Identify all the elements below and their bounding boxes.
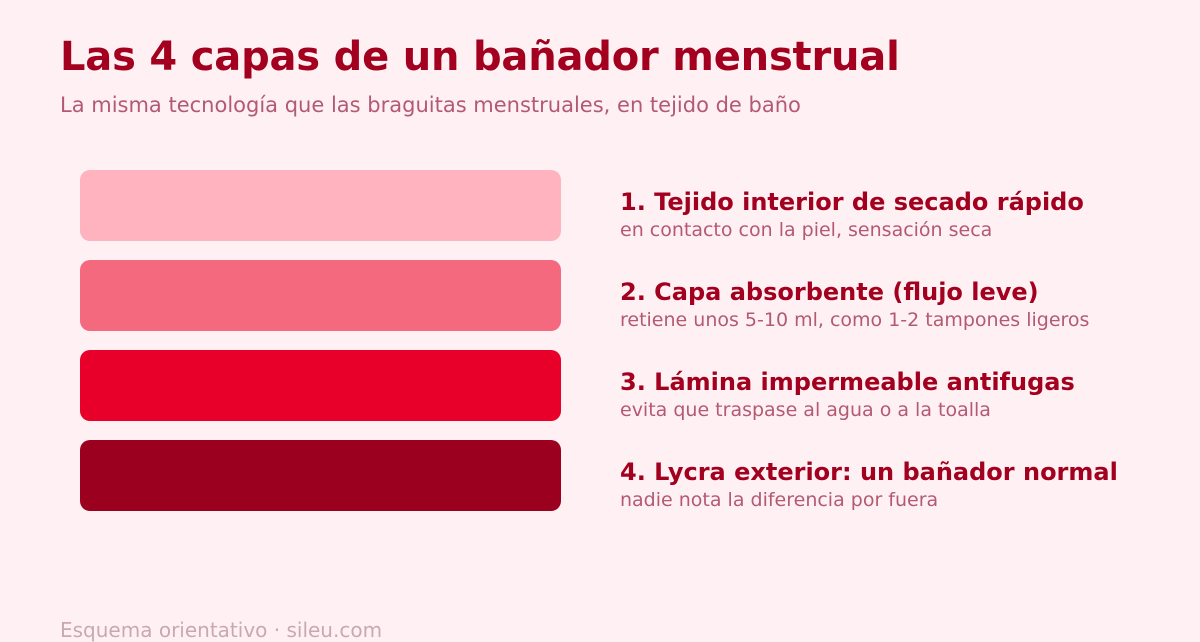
- layer-info-4: 4. Lycra exterior: un bañador normal nad…: [620, 457, 1180, 513]
- layer-label: 2. Capa absorbente (flujo leve): [620, 278, 1039, 306]
- layer-info-2: 2. Capa absorbente (flujo leve) retiene …: [620, 277, 1180, 333]
- layer-bar-2: [80, 260, 561, 331]
- page-subtitle: La misma tecnología que las braguitas me…: [60, 93, 801, 117]
- footer-note: Esquema orientativo · sileu.com: [60, 618, 383, 642]
- layer-description: en contacto con la piel, sensación seca: [620, 219, 993, 241]
- layer-label: 1. Tejido interior de secado rápido: [620, 188, 1084, 216]
- layer-info-3: 3. Lámina impermeable antifugas evita qu…: [620, 367, 1180, 423]
- layer-label: 4. Lycra exterior: un bañador normal: [620, 458, 1118, 486]
- layer-info-1: 1. Tejido interior de secado rápido en c…: [620, 187, 1180, 243]
- layer-bar-4: [80, 440, 561, 511]
- page-title: Las 4 capas de un bañador menstrual: [60, 34, 900, 80]
- layer-label: 3. Lámina impermeable antifugas: [620, 368, 1075, 396]
- layer-bar-3: [80, 350, 561, 421]
- layer-description: retiene unos 5-10 ml, como 1-2 tampones …: [620, 309, 1090, 331]
- layer-bar-1: [80, 170, 561, 241]
- layer-description: nadie nota la diferencia por fuera: [620, 489, 939, 511]
- layer-description: evita que traspase al agua o a la toalla: [620, 399, 991, 421]
